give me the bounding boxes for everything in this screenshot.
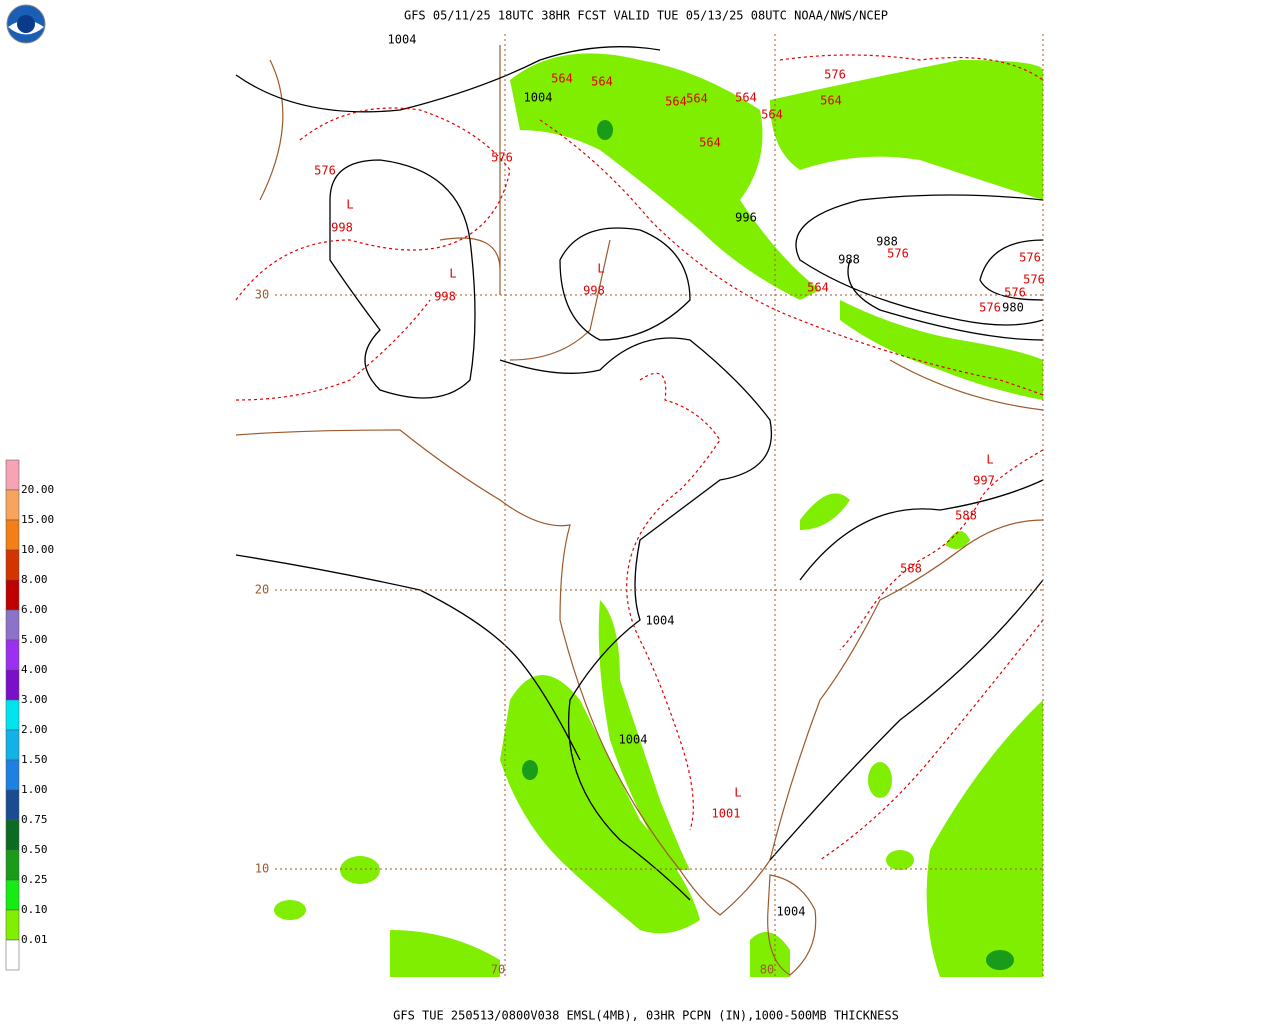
legend-label: 0.25 bbox=[21, 873, 48, 886]
grid-label: 20 bbox=[255, 583, 269, 597]
graticule bbox=[275, 34, 1044, 977]
thickness-label: 588 bbox=[955, 509, 977, 523]
legend-label: 1.00 bbox=[21, 783, 48, 796]
grid-label: 10 bbox=[255, 862, 269, 876]
legend-swatch bbox=[5, 669, 20, 701]
header-title: GFS 05/11/25 18UTC 38HR FCST VALID TUE 0… bbox=[404, 9, 888, 23]
thickness-label: 998 bbox=[583, 284, 605, 298]
legend-label: 6.00 bbox=[21, 603, 48, 616]
thickness-label: 576 bbox=[887, 247, 909, 261]
precip-heavy bbox=[522, 120, 1014, 970]
isobars bbox=[235, 46, 1044, 901]
thickness-label: 998 bbox=[434, 290, 456, 304]
thickness-label: 576 bbox=[1023, 273, 1045, 287]
thickness-label: L bbox=[734, 786, 741, 800]
footer-text: GFS TUE 250513/0800V038 EMSL(4MB), 03HR … bbox=[393, 1009, 899, 1023]
thickness-label: 564 bbox=[551, 72, 573, 86]
grid-label: 80 bbox=[760, 963, 774, 977]
legend-label: 15.00 bbox=[21, 513, 54, 526]
legend-swatch bbox=[5, 519, 20, 551]
thickness-label: 564 bbox=[665, 95, 687, 109]
isobar-label: 1004 bbox=[777, 905, 806, 919]
thickness-label: 564 bbox=[761, 108, 783, 122]
legend-swatch bbox=[5, 549, 20, 581]
thickness-label: 564 bbox=[807, 281, 829, 295]
legend-swatch bbox=[5, 939, 20, 971]
legend-label: 0.10 bbox=[21, 903, 48, 916]
thickness-lines bbox=[235, 54, 1044, 861]
grid-label: 30 bbox=[255, 288, 269, 302]
isobar-label: 1004 bbox=[388, 33, 417, 47]
thickness-label: 564 bbox=[699, 136, 721, 150]
legend-label: 20.00 bbox=[21, 483, 54, 496]
isobar-label: 988 bbox=[876, 235, 898, 249]
legend-label: 3.00 bbox=[21, 693, 48, 706]
isobar-label: 1004 bbox=[619, 733, 648, 747]
thickness-label: 997 bbox=[973, 474, 995, 488]
legend-label: 5.00 bbox=[21, 633, 48, 646]
legend-swatch bbox=[5, 759, 20, 791]
isobar-label: 1004 bbox=[646, 614, 675, 628]
thickness-label: L bbox=[986, 453, 993, 467]
legend-label: 4.00 bbox=[21, 663, 48, 676]
isobar-label: 988 bbox=[838, 253, 860, 267]
legend-swatch bbox=[5, 849, 20, 881]
legend-swatch bbox=[5, 489, 20, 521]
isobar-label: 996 bbox=[735, 211, 757, 225]
thickness-label: 1001 bbox=[712, 807, 741, 821]
isobar-label: 1004 bbox=[524, 91, 553, 105]
thickness-label: 564 bbox=[686, 92, 708, 106]
legend-label: 0.50 bbox=[21, 843, 48, 856]
precip-areas bbox=[274, 53, 1043, 977]
thickness-label: L bbox=[346, 198, 353, 212]
legend-label: 1.50 bbox=[21, 753, 48, 766]
legend-label: 0.01 bbox=[21, 933, 48, 946]
legend-swatch bbox=[5, 579, 20, 611]
thickness-label: L bbox=[597, 262, 604, 276]
legend-swatch bbox=[5, 789, 20, 821]
isobar-label: 980 bbox=[1002, 301, 1024, 315]
thickness-label: 576 bbox=[1004, 286, 1026, 300]
legend-label: 10.00 bbox=[21, 543, 54, 556]
legend-swatch bbox=[5, 699, 20, 731]
thickness-label: 576 bbox=[824, 68, 846, 82]
thickness-label: 576 bbox=[314, 164, 336, 178]
legend-swatch bbox=[5, 909, 20, 941]
legend-label: 8.00 bbox=[21, 573, 48, 586]
thickness-label: 588 bbox=[900, 562, 922, 576]
thickness-label: 576 bbox=[491, 151, 513, 165]
thickness-label: 998 bbox=[331, 221, 353, 235]
thickness-label: L bbox=[449, 267, 456, 281]
thickness-label: 576 bbox=[1019, 251, 1041, 265]
legend-swatch bbox=[5, 819, 20, 851]
legend-label: 0.75 bbox=[21, 813, 48, 826]
thickness-label: 576 bbox=[979, 301, 1001, 315]
legend-label: 2.00 bbox=[21, 723, 48, 736]
thickness-label: 564 bbox=[820, 94, 842, 108]
legend-swatch bbox=[5, 729, 20, 761]
grid-label: 70 bbox=[491, 963, 505, 977]
noaa-logo bbox=[6, 4, 46, 44]
legend-swatch bbox=[5, 879, 20, 911]
coastline bbox=[235, 45, 1044, 976]
legend-swatch bbox=[5, 609, 20, 641]
legend-swatch bbox=[5, 639, 20, 671]
thickness-label: 564 bbox=[735, 91, 757, 105]
legend-swatch bbox=[5, 459, 20, 491]
legend: 20.00 15.00 10.00 8.00 6.00 5.00 4.00 3.00 2.00 1… bbox=[5, 459, 54, 971]
thickness-label: 564 bbox=[591, 75, 613, 89]
